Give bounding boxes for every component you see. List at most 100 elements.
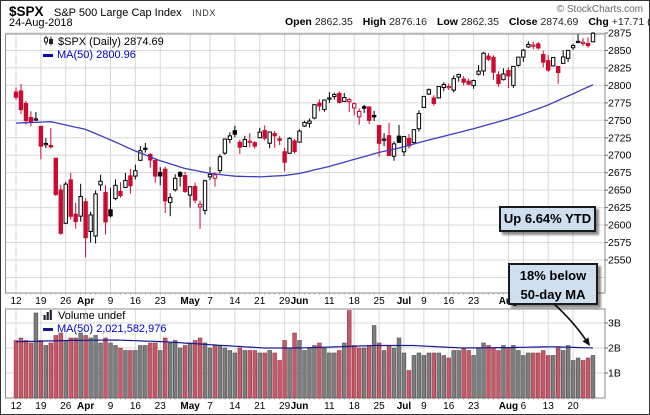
volume-bars-group (13, 310, 596, 399)
volume-bar (396, 337, 402, 399)
volume-bar (282, 340, 287, 399)
volume-bar (406, 370, 412, 399)
volume-bar (158, 350, 163, 399)
price-axis-label: 2650 (608, 185, 632, 197)
x-axis-label-bottom: 26 (60, 401, 72, 412)
candle-body (317, 102, 322, 107)
symbol: $SPX (9, 4, 44, 19)
volume-bar (227, 350, 233, 399)
volume-ma-swatch (43, 328, 53, 331)
x-axis-label-bottom: 20 (568, 401, 580, 412)
x-axis-label-top: 21 (254, 296, 266, 307)
volume-bar (501, 345, 506, 399)
volume-bar (262, 352, 267, 399)
x-axis-label-bottom: 21 (254, 401, 266, 412)
volume-bar (58, 332, 63, 399)
volume-bar (491, 347, 496, 399)
candle-body (461, 78, 466, 83)
candle-body (108, 209, 113, 217)
candle-body (18, 90, 24, 111)
volume-bar (352, 345, 357, 399)
volume-bar (575, 357, 581, 399)
candle-body (93, 193, 98, 237)
candle-body (232, 130, 238, 135)
candle-body (376, 125, 382, 144)
x-axis-label-top: 16 (443, 296, 455, 307)
candle-body (431, 97, 437, 105)
volume-bar (182, 345, 188, 399)
volume-bar (560, 350, 566, 399)
candle-body (451, 78, 456, 91)
x-axis-label-bottom: May (180, 401, 200, 412)
x-axis-label-top: 25 (374, 296, 386, 307)
volume-bar (272, 352, 277, 399)
candle-body (247, 140, 252, 143)
candle-body (322, 99, 327, 110)
x-axis-label-top: 11 (324, 296, 335, 307)
candle-body (277, 138, 282, 141)
volume-bar (381, 350, 387, 399)
volume-bar (257, 352, 262, 399)
candle-body (212, 174, 218, 179)
candle-body (138, 150, 143, 161)
volume-legend-text: Volume undef (58, 310, 126, 322)
candle-body (292, 140, 297, 153)
high-value: 2876.16 (389, 16, 428, 28)
volume-bar (565, 345, 571, 399)
price-axis-label: 2800 (608, 80, 632, 92)
volume-bar (421, 355, 427, 399)
candle-body (167, 197, 173, 203)
volume-bar (481, 342, 486, 399)
volume-bar (546, 355, 551, 399)
price-legend: $SPX (Daily) 2874.69 MA(50) 2800.96 (43, 36, 164, 62)
x-axis-label-top: Apr (77, 296, 94, 307)
candle-body (585, 42, 591, 47)
candle-body (227, 135, 233, 141)
volume-bar (496, 350, 501, 399)
x-axis-label-top: 19 (35, 296, 47, 307)
candle-body (381, 138, 387, 141)
volume-bars-icon (43, 309, 54, 324)
price-axis-label: 2825 (608, 62, 632, 74)
x-axis-label-top: 29 (279, 296, 291, 307)
price-axis-label: 2700 (608, 150, 632, 162)
candle-body (123, 179, 128, 188)
low-value: 2862.35 (460, 16, 499, 28)
copyright: © StockCharts.com (556, 4, 643, 15)
candle-body (526, 44, 531, 48)
candle-body (590, 32, 596, 43)
candle-body (521, 49, 526, 58)
volume-bar (172, 340, 178, 399)
candle-body (357, 111, 362, 118)
candle-body (481, 52, 486, 72)
volume-bar (68, 337, 73, 399)
candle-body (128, 175, 133, 187)
candle-body (202, 180, 208, 211)
candle-body (531, 44, 536, 47)
x-axis-label-bottom: Apr (77, 401, 94, 412)
axis-labels-group: 12 12 19 19 26 26 Apr Apr 9 9 16 16 23 23 May May 7 7 14 14… (10, 28, 631, 413)
volume-bar (43, 345, 49, 399)
x-axis-label-bottom: Jun (291, 401, 309, 412)
volume-bar (192, 340, 198, 399)
volume-bar (376, 342, 382, 399)
x-axis-label-bottom: 7 (207, 401, 213, 412)
candle-body (555, 66, 561, 74)
chg-value: +17.71 (+0.62%) (611, 16, 649, 28)
candle-body (476, 70, 481, 75)
volume-bar (441, 355, 446, 399)
candle-body (506, 70, 511, 77)
price-axis-label: 2675 (608, 167, 632, 179)
price-axis-label: 2750 (608, 115, 632, 127)
ytd-annotation-text: Up 6.64% YTD (503, 211, 592, 226)
volume-bar (456, 350, 461, 399)
volume-bar (197, 337, 203, 399)
candle-body (401, 136, 407, 153)
volume-bar (332, 352, 337, 399)
volume-bar (18, 337, 24, 399)
ma-annotation-line1: 18% below (519, 268, 587, 283)
candle-body (352, 103, 357, 109)
candle-body (297, 130, 302, 143)
candle-body (491, 56, 496, 73)
